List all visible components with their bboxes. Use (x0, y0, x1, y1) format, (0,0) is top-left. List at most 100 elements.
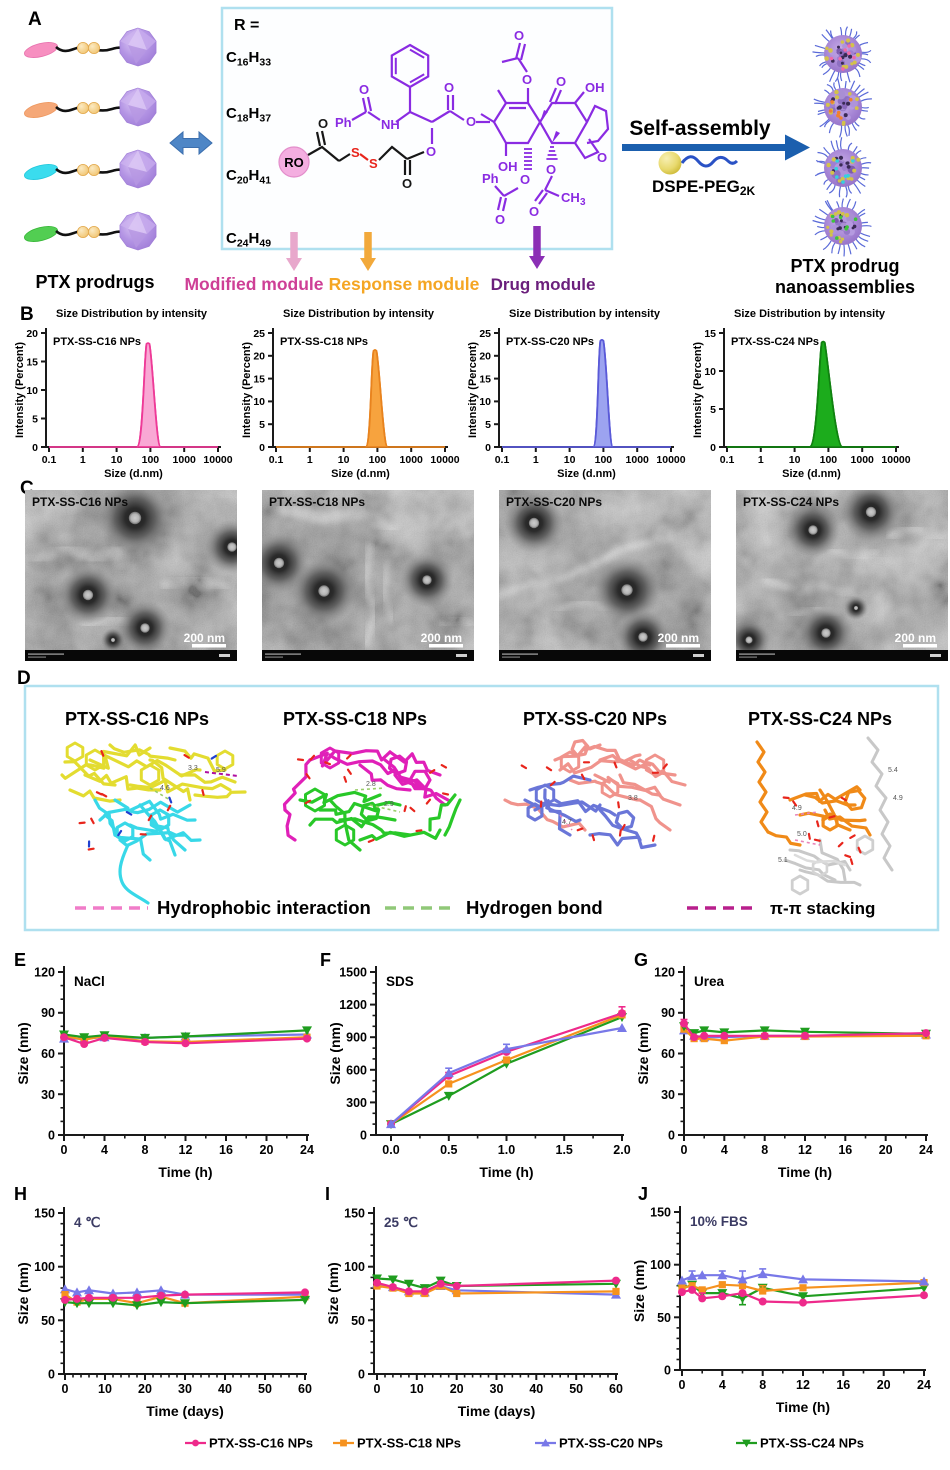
svg-text:O: O (318, 116, 328, 131)
svg-text:150: 150 (34, 1207, 55, 1221)
svg-text:30: 30 (661, 1088, 675, 1102)
svg-text:15: 15 (479, 373, 491, 385)
svg-text:10: 10 (479, 396, 491, 408)
svg-text:Size (nm): Size (nm) (631, 1260, 647, 1322)
svg-text:1.5: 1.5 (556, 1143, 573, 1157)
svg-text:0: 0 (668, 1129, 675, 1143)
svg-text:PTX-SS-C24 NPs: PTX-SS-C24 NPs (731, 336, 819, 348)
svg-text:Time (days): Time (days) (458, 1403, 536, 1419)
svg-text:4: 4 (721, 1143, 728, 1157)
svg-text:PTX-SS-C24 NPs: PTX-SS-C24 NPs (760, 1436, 864, 1451)
svg-text:Size (nm): Size (nm) (15, 1022, 31, 1084)
svg-text:PTX-SS-C16 NPs: PTX-SS-C16 NPs (53, 336, 141, 348)
svg-text:20: 20 (138, 1382, 152, 1396)
svg-text:50: 50 (41, 1314, 55, 1328)
svg-text:25 ℃: 25 ℃ (384, 1215, 419, 1230)
svg-text:5: 5 (485, 419, 491, 431)
svg-text:100: 100 (595, 454, 613, 466)
svg-text:5.4: 5.4 (888, 767, 898, 774)
svg-text:OH: OH (585, 80, 605, 95)
svg-text:Urea: Urea (694, 974, 725, 989)
svg-text:40: 40 (529, 1382, 543, 1396)
svg-text:5.1: 5.1 (778, 857, 788, 864)
svg-text:20: 20 (260, 1143, 274, 1157)
svg-text:60: 60 (41, 1047, 55, 1061)
svg-text:3.3: 3.3 (188, 765, 198, 772)
svg-text:90: 90 (661, 1006, 675, 1020)
svg-text:PTX prodrugs: PTX prodrugs (35, 272, 154, 292)
svg-text:50: 50 (258, 1382, 272, 1396)
svg-text:Hydrophobic interaction: Hydrophobic interaction (157, 897, 371, 918)
svg-text:16: 16 (219, 1143, 233, 1157)
svg-text:60: 60 (609, 1382, 623, 1396)
svg-text:PTX-SS-C20 NPs: PTX-SS-C20 NPs (559, 1436, 663, 1451)
svg-text:150: 150 (344, 1207, 365, 1221)
svg-text:RO: RO (284, 155, 304, 170)
svg-text:100: 100 (369, 454, 387, 466)
svg-text:PTX-SS-C20 NPs: PTX-SS-C20 NPs (506, 336, 594, 348)
svg-text:3.8: 3.8 (628, 795, 638, 802)
svg-text:NaCl: NaCl (74, 974, 105, 989)
svg-text:0: 0 (710, 442, 716, 454)
svg-text:O: O (556, 74, 566, 89)
svg-text:Intensity (Percent): Intensity (Percent) (241, 342, 253, 438)
svg-text:E: E (14, 950, 26, 970)
svg-text:DSPE-PEG2K: DSPE-PEG2K (652, 177, 756, 198)
svg-text:3: 3 (580, 197, 586, 208)
svg-text:O: O (597, 150, 607, 165)
svg-text:16: 16 (836, 1378, 850, 1392)
svg-text:0: 0 (48, 1129, 55, 1143)
svg-text:20: 20 (879, 1143, 893, 1157)
svg-text:300: 300 (346, 1096, 367, 1110)
svg-text:F: F (320, 950, 331, 970)
svg-text:30: 30 (490, 1382, 504, 1396)
svg-text:J: J (638, 1184, 648, 1204)
svg-text:PTX-SS-C16 NPs: PTX-SS-C16 NPs (32, 495, 128, 509)
svg-text:NH: NH (381, 117, 400, 132)
svg-text:0: 0 (358, 1368, 365, 1382)
svg-text:50: 50 (569, 1382, 583, 1396)
svg-text:Time (h): Time (h) (776, 1399, 830, 1415)
svg-text:Time (h): Time (h) (479, 1164, 533, 1180)
svg-text:PTX-SS-C20 NPs: PTX-SS-C20 NPs (506, 495, 602, 509)
svg-text:12: 12 (179, 1143, 193, 1157)
svg-text:10: 10 (789, 454, 801, 466)
svg-text:10: 10 (98, 1382, 112, 1396)
svg-text:4.9: 4.9 (893, 795, 903, 802)
svg-text:nanoassemblies: nanoassemblies (775, 277, 915, 297)
svg-text:20: 20 (253, 351, 265, 363)
svg-text:1: 1 (80, 454, 86, 466)
svg-text:0: 0 (679, 1378, 686, 1392)
svg-text:1000: 1000 (400, 454, 424, 466)
svg-text:O: O (529, 204, 539, 219)
svg-text:60: 60 (298, 1382, 312, 1396)
svg-text:1000: 1000 (626, 454, 650, 466)
svg-text:120: 120 (654, 966, 675, 980)
svg-text:24: 24 (919, 1143, 933, 1157)
svg-text:0: 0 (48, 1368, 55, 1382)
svg-text:100: 100 (344, 1260, 365, 1274)
svg-text:Intensity (Percent): Intensity (Percent) (692, 342, 704, 438)
svg-text:10000: 10000 (430, 454, 459, 466)
svg-text:50: 50 (351, 1314, 365, 1328)
svg-text:5: 5 (32, 413, 38, 425)
svg-text:Time (days): Time (days) (146, 1403, 224, 1419)
svg-text:0: 0 (681, 1143, 688, 1157)
svg-text:20: 20 (26, 328, 38, 340)
svg-text:200 nm: 200 nm (421, 631, 462, 645)
svg-text:Hydrogen bond: Hydrogen bond (466, 897, 603, 918)
svg-text:1500: 1500 (339, 966, 367, 980)
svg-text:Size (d.nm): Size (d.nm) (557, 468, 616, 480)
svg-text:1: 1 (533, 454, 539, 466)
svg-text:24: 24 (300, 1143, 314, 1157)
svg-text:0: 0 (259, 442, 265, 454)
svg-text:20: 20 (479, 351, 491, 363)
svg-text:O: O (495, 212, 505, 227)
svg-text:100: 100 (34, 1260, 55, 1274)
svg-text:16: 16 (838, 1143, 852, 1157)
svg-text:20: 20 (450, 1382, 464, 1396)
svg-text:O: O (520, 172, 530, 187)
svg-text:0: 0 (485, 442, 491, 454)
svg-text:8: 8 (761, 1143, 768, 1157)
svg-text:O: O (359, 82, 369, 97)
